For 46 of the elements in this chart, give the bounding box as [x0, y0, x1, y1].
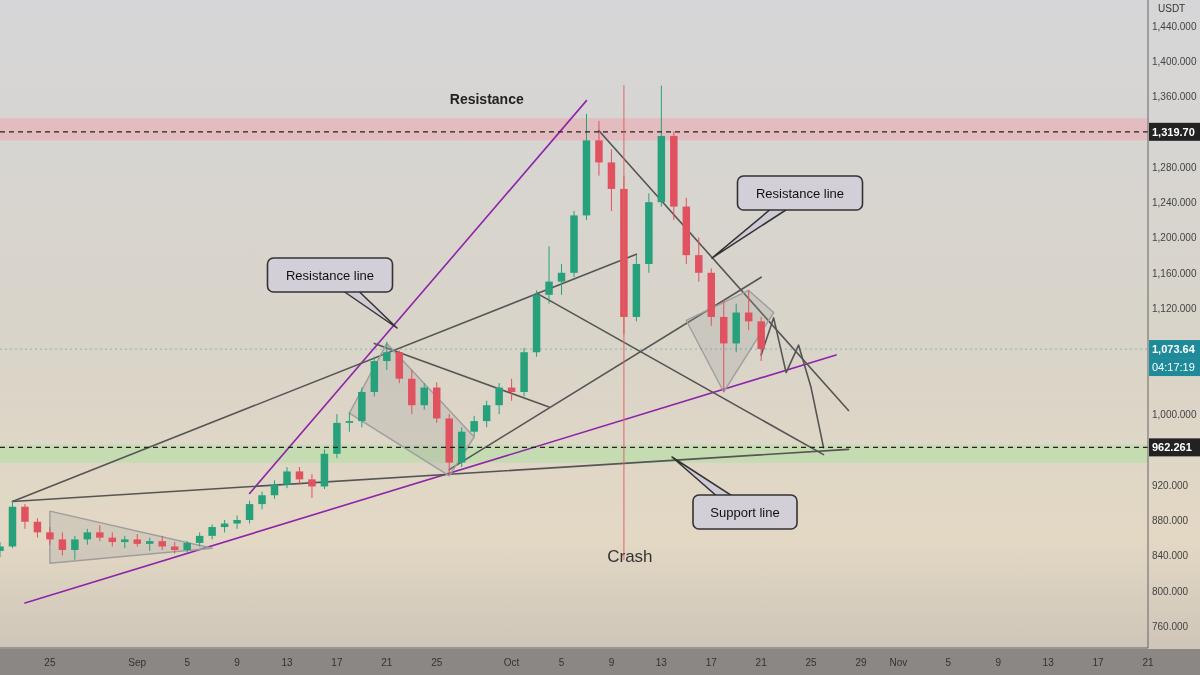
y-tick-label: 1,280.000 — [1152, 161, 1197, 173]
x-tick-label: 5 — [558, 657, 565, 668]
annotation: Resistance line — [285, 268, 375, 283]
ref-line-label: 1,073.64 — [1152, 343, 1196, 356]
text: 04:17:19 — [1152, 361, 1195, 374]
annotation: Resistance line — [755, 186, 845, 201]
x-tick-label: 17 — [331, 657, 343, 668]
x-tick-label: 13 — [281, 657, 293, 668]
y-tick-label: 1,200.000 — [1152, 232, 1197, 244]
x-tick-label: 9 — [234, 657, 241, 668]
band-label: Resistance — [449, 91, 524, 108]
y-axis-title: USDT — [1158, 3, 1186, 14]
y-tick-label: 1,000.000 — [1152, 409, 1197, 421]
x-tick-label: Nov — [889, 657, 908, 668]
x-tick-label: 5 — [945, 657, 952, 668]
y-tick-label: 840.000 — [1152, 550, 1189, 562]
x-tick-label: Sep — [128, 657, 147, 668]
x-tick-label: 25 — [805, 657, 818, 668]
x-tick-label: 9 — [608, 657, 615, 668]
x-tick-label: 21 — [755, 657, 768, 668]
y-tick-label: 760.000 — [1152, 620, 1189, 632]
y-tick-label: 1,400.000 — [1152, 55, 1197, 67]
x-tick-label: 17 — [1092, 657, 1105, 668]
x-tick-label: 17 — [705, 657, 718, 668]
x-tick-label: 29 — [855, 657, 867, 668]
y-tick-label: 1,360.000 — [1152, 91, 1197, 103]
x-tick-label: 5 — [184, 657, 191, 668]
x-tick-label: 21 — [1142, 657, 1154, 668]
x-tick-label: 13 — [655, 657, 668, 668]
x-tick-label: 13 — [1042, 657, 1055, 668]
x-tick-label: 21 — [381, 657, 393, 668]
ref-line-label: Crash — [607, 547, 653, 566]
y-tick-label: 880.000 — [1152, 514, 1189, 526]
y-tick-label: 800.000 — [1152, 585, 1189, 597]
y-tick-label: 1,240.000 — [1152, 197, 1197, 209]
y-tick-label: 920.000 — [1152, 479, 1189, 491]
y-tick-label: 1,120.000 — [1152, 303, 1197, 315]
annotation: Support line — [710, 505, 780, 520]
x-tick-label: 25 — [431, 657, 443, 668]
x-tick-label: 25 — [44, 657, 56, 668]
ref-line-label: 1,319.70 — [1152, 125, 1195, 138]
y-tick-label: 1,160.000 — [1152, 267, 1197, 279]
x-tick-label: Oct — [503, 657, 520, 668]
y-tick-label: 1,440.000 — [1152, 20, 1197, 32]
ref-line-label: 962.261 — [1152, 441, 1192, 454]
x-tick-label: 9 — [995, 657, 1002, 668]
